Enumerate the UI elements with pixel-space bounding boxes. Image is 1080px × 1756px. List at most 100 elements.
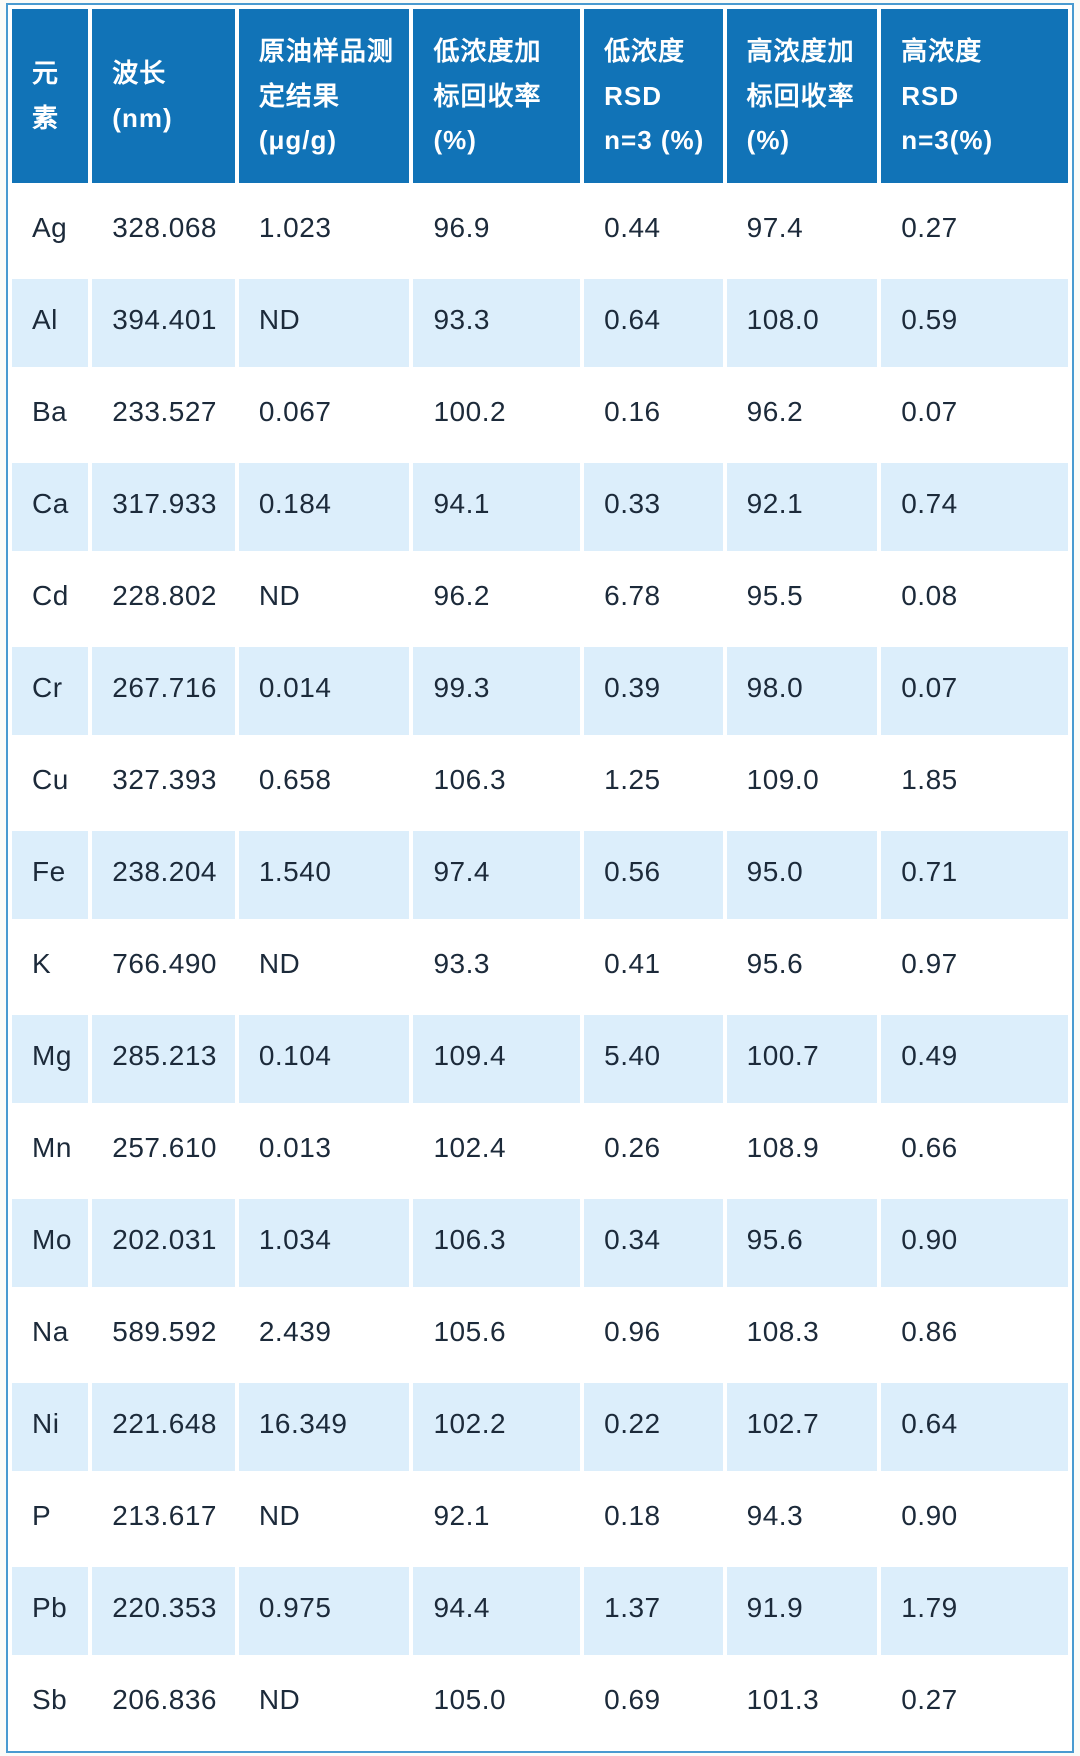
cell-high-recovery: 94.3 — [726, 1475, 878, 1564]
column-header-wavelength: 波长 (nm) — [92, 9, 235, 184]
cell-wavelength: 228.802 — [92, 555, 235, 644]
cell-wavelength: 233.527 — [92, 371, 235, 460]
cell-low-recovery: 106.3 — [413, 739, 581, 828]
elements-recovery-table-container: 元 素波长 (nm) 原油样品测 定结果 (μg/g) 低浓度加 标回收率 (%) 低… — [6, 3, 1074, 1754]
cell-wavelength: 238.204 — [92, 831, 235, 920]
cell-high-rsd: 1.79 — [881, 1567, 1068, 1656]
cell-low-rsd: 0.33 — [584, 463, 723, 552]
cell-wavelength: 328.068 — [92, 187, 235, 276]
cell-low-rsd: 1.25 — [584, 739, 723, 828]
cell-wavelength: 202.031 — [92, 1199, 235, 1288]
cell-high-rsd: 0.71 — [881, 831, 1068, 920]
cell-high-rsd: 0.08 — [881, 555, 1068, 644]
cell-element: P — [12, 1475, 89, 1564]
column-header-sample-result: 原油样品测 定结果 (μg/g) — [238, 9, 410, 184]
cell-sample-result: 1.540 — [238, 831, 410, 920]
table-row: Mg 285.213 0.104 109.4 5.40 100.7 0.49 — [12, 1015, 1068, 1104]
cell-element: Mn — [12, 1107, 89, 1196]
table-row: Al 394.401 ND 93.3 0.64 108.0 0.59 — [12, 279, 1068, 368]
table-row: Pb 220.353 0.975 94.4 1.37 91.9 1.79 — [12, 1567, 1068, 1656]
cell-high-recovery: 91.9 — [726, 1567, 878, 1656]
cell-low-recovery: 105.6 — [413, 1291, 581, 1380]
table-row: Ag 328.068 1.023 96.9 0.44 97.4 0.27 — [12, 187, 1068, 276]
cell-low-recovery: 94.1 — [413, 463, 581, 552]
cell-low-recovery: 106.3 — [413, 1199, 581, 1288]
cell-sample-result: 1.034 — [238, 1199, 410, 1288]
cell-high-rsd: 0.27 — [881, 187, 1068, 276]
table-row: Mo 202.031 1.034 106.3 0.34 95.6 0.90 — [12, 1199, 1068, 1288]
cell-sample-result: 0.658 — [238, 739, 410, 828]
cell-sample-result: 0.184 — [238, 463, 410, 552]
cell-element: Cu — [12, 739, 89, 828]
cell-element: Cr — [12, 647, 89, 736]
cell-high-recovery: 108.9 — [726, 1107, 878, 1196]
cell-sample-result: 16.349 — [238, 1383, 410, 1472]
cell-wavelength: 213.617 — [92, 1475, 235, 1564]
cell-high-rsd: 0.66 — [881, 1107, 1068, 1196]
cell-high-recovery: 92.1 — [726, 463, 878, 552]
cell-high-recovery: 102.7 — [726, 1383, 878, 1472]
cell-low-recovery: 105.0 — [413, 1659, 581, 1748]
cell-wavelength: 221.648 — [92, 1383, 235, 1472]
cell-element: Pb — [12, 1567, 89, 1656]
cell-high-rsd: 0.64 — [881, 1383, 1068, 1472]
cell-sample-result: ND — [238, 1659, 410, 1748]
cell-wavelength: 317.933 — [92, 463, 235, 552]
cell-high-recovery: 101.3 — [726, 1659, 878, 1748]
cell-sample-result: 0.014 — [238, 647, 410, 736]
cell-low-rsd: 0.26 — [584, 1107, 723, 1196]
cell-wavelength: 327.393 — [92, 739, 235, 828]
cell-low-recovery: 99.3 — [413, 647, 581, 736]
table-row: Ni 221.648 16.349 102.2 0.22 102.7 0.64 — [12, 1383, 1068, 1472]
cell-high-recovery: 95.0 — [726, 831, 878, 920]
cell-high-rsd: 0.59 — [881, 279, 1068, 368]
cell-wavelength: 394.401 — [92, 279, 235, 368]
cell-sample-result: ND — [238, 279, 410, 368]
table-row: Ca 317.933 0.184 94.1 0.33 92.1 0.74 — [12, 463, 1068, 552]
column-header-element: 元 素 — [12, 9, 89, 184]
cell-low-rsd: 0.41 — [584, 923, 723, 1012]
cell-low-rsd: 5.40 — [584, 1015, 723, 1104]
table-row: K 766.490 ND 93.3 0.41 95.6 0.97 — [12, 923, 1068, 1012]
cell-element: Ag — [12, 187, 89, 276]
cell-high-rsd: 0.97 — [881, 923, 1068, 1012]
cell-sample-result: ND — [238, 555, 410, 644]
cell-low-recovery: 94.4 — [413, 1567, 581, 1656]
header-row: 元 素波长 (nm) 原油样品测 定结果 (μg/g) 低浓度加 标回收率 (%) 低… — [12, 9, 1068, 184]
cell-high-rsd: 0.27 — [881, 1659, 1068, 1748]
cell-low-rsd: 1.37 — [584, 1567, 723, 1656]
cell-high-recovery: 95.6 — [726, 1199, 878, 1288]
cell-low-rsd: 0.69 — [584, 1659, 723, 1748]
table-row: Cu 327.393 0.658 106.3 1.25 109.0 1.85 — [12, 739, 1068, 828]
cell-low-recovery: 109.4 — [413, 1015, 581, 1104]
cell-low-recovery: 102.2 — [413, 1383, 581, 1472]
cell-low-recovery: 96.2 — [413, 555, 581, 644]
cell-low-rsd: 0.56 — [584, 831, 723, 920]
cell-high-recovery: 96.2 — [726, 371, 878, 460]
cell-sample-result: ND — [238, 1475, 410, 1564]
cell-high-recovery: 95.6 — [726, 923, 878, 1012]
table-row: Mn 257.610 0.013 102.4 0.26 108.9 0.66 — [12, 1107, 1068, 1196]
cell-high-rsd: 0.07 — [881, 647, 1068, 736]
cell-low-rsd: 0.16 — [584, 371, 723, 460]
table-row: Cr 267.716 0.014 99.3 0.39 98.0 0.07 — [12, 647, 1068, 736]
cell-wavelength: 589.592 — [92, 1291, 235, 1380]
cell-low-recovery: 97.4 — [413, 831, 581, 920]
cell-low-recovery: 92.1 — [413, 1475, 581, 1564]
table-row: Fe 238.204 1.540 97.4 0.56 95.0 0.71 — [12, 831, 1068, 920]
cell-high-rsd: 0.90 — [881, 1199, 1068, 1288]
cell-sample-result: 2.439 — [238, 1291, 410, 1380]
cell-high-recovery: 109.0 — [726, 739, 878, 828]
cell-element: Fe — [12, 831, 89, 920]
cell-element: Ca — [12, 463, 89, 552]
cell-low-rsd: 0.18 — [584, 1475, 723, 1564]
cell-wavelength: 257.610 — [92, 1107, 235, 1196]
elements-recovery-table: 元 素波长 (nm) 原油样品测 定结果 (μg/g) 低浓度加 标回收率 (%) 低… — [8, 5, 1072, 1752]
cell-low-rsd: 6.78 — [584, 555, 723, 644]
column-header-high-recovery: 高浓度加 标回收率 (%) — [726, 9, 878, 184]
cell-element: Sb — [12, 1659, 89, 1748]
cell-wavelength: 267.716 — [92, 647, 235, 736]
cell-wavelength: 206.836 — [92, 1659, 235, 1748]
cell-low-rsd: 0.34 — [584, 1199, 723, 1288]
cell-high-rsd: 1.85 — [881, 739, 1068, 828]
